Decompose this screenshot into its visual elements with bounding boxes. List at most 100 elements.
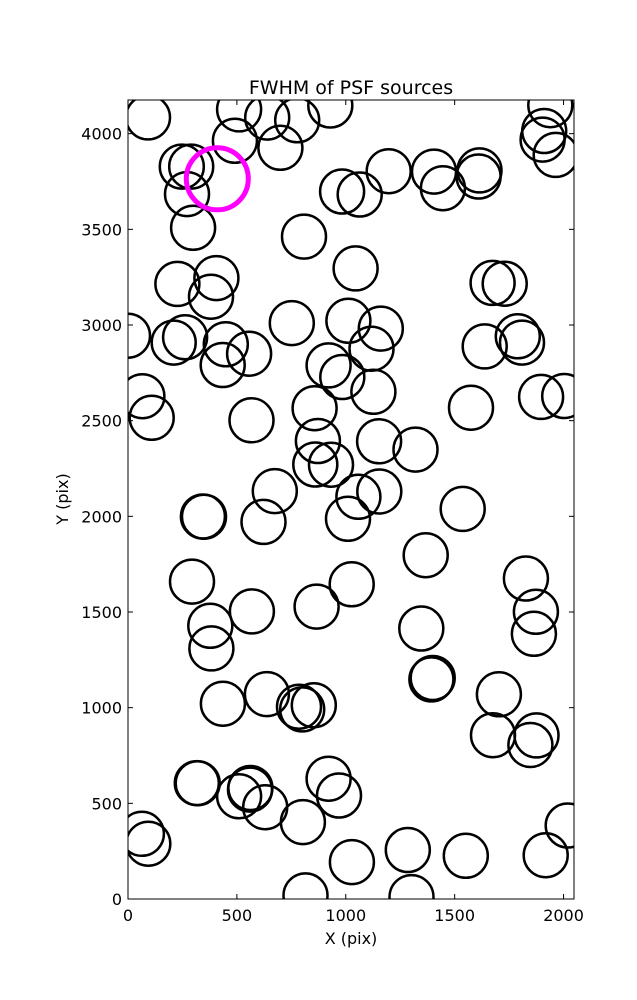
y-tick-label: 2500 bbox=[81, 412, 122, 431]
source-marker bbox=[161, 314, 209, 361]
source-marker bbox=[469, 259, 516, 307]
source-marker bbox=[180, 493, 228, 540]
source-marker bbox=[305, 342, 352, 389]
source-marker bbox=[519, 116, 566, 163]
source-marker bbox=[498, 319, 546, 366]
source-marker bbox=[507, 721, 554, 769]
x-tick-label: 1500 bbox=[434, 906, 475, 925]
source-marker bbox=[128, 810, 166, 858]
tick-layer: 0 500 1000 1500 2000 0 500 1000 1500 2000 2500 3000… bbox=[81, 100, 584, 925]
source-marker bbox=[215, 773, 263, 820]
y-tick-label: 1500 bbox=[81, 603, 122, 622]
source-marker bbox=[318, 168, 366, 215]
source-marker bbox=[226, 766, 274, 813]
source-marker bbox=[365, 147, 412, 195]
source-marker bbox=[174, 759, 221, 807]
y-tick-label: 3000 bbox=[81, 316, 122, 335]
y-tick-label: 500 bbox=[91, 794, 122, 813]
source-marker bbox=[187, 602, 234, 650]
source-marker bbox=[332, 245, 379, 292]
source-marker bbox=[275, 683, 323, 730]
source-marker bbox=[409, 654, 456, 702]
source-marker bbox=[211, 117, 259, 165]
source-marker bbox=[402, 531, 449, 579]
source-marker bbox=[307, 100, 354, 129]
source-marker bbox=[328, 838, 376, 886]
source-marker bbox=[328, 561, 375, 608]
source-marker bbox=[128, 820, 172, 867]
source-marker bbox=[294, 417, 342, 465]
source-marker bbox=[292, 441, 339, 488]
source-marker bbox=[167, 143, 215, 190]
source-marker bbox=[355, 418, 403, 465]
source-marker bbox=[540, 372, 574, 420]
source-marker bbox=[392, 426, 439, 473]
source-marker bbox=[240, 498, 287, 546]
source-marker bbox=[439, 485, 486, 533]
marker-layer bbox=[128, 100, 574, 899]
y-tick-label: 1000 bbox=[81, 699, 122, 718]
source-marker bbox=[447, 384, 495, 431]
source-marker bbox=[282, 872, 329, 899]
source-marker bbox=[268, 299, 316, 347]
source-marker bbox=[168, 558, 216, 605]
x-tick-label: 500 bbox=[222, 906, 253, 925]
source-marker bbox=[128, 100, 172, 141]
source-marker bbox=[257, 124, 304, 172]
source-marker bbox=[279, 798, 327, 846]
source-marker bbox=[513, 712, 560, 759]
source-marker bbox=[510, 610, 558, 658]
source-marker bbox=[315, 772, 363, 819]
source-marker bbox=[408, 656, 455, 703]
source-marker bbox=[522, 831, 569, 879]
source-marker bbox=[384, 826, 432, 874]
source-marker bbox=[128, 312, 152, 359]
plot-frame bbox=[127, 99, 575, 900]
y-tick-label: 4000 bbox=[81, 125, 122, 144]
source-marker bbox=[527, 100, 574, 129]
source-marker bbox=[193, 254, 240, 302]
source-marker bbox=[225, 330, 273, 377]
source-marker bbox=[228, 397, 275, 444]
source-marker bbox=[154, 260, 201, 308]
source-marker bbox=[517, 373, 565, 421]
source-marker bbox=[461, 323, 508, 370]
source-marker bbox=[442, 832, 490, 880]
source-marker bbox=[305, 755, 352, 802]
source-marker bbox=[293, 583, 340, 630]
x-tick-label: 1000 bbox=[325, 906, 366, 925]
source-marker bbox=[350, 368, 397, 416]
source-marker bbox=[199, 680, 247, 727]
source-marker bbox=[251, 467, 299, 515]
source-marker bbox=[215, 100, 263, 133]
source-marker bbox=[356, 468, 403, 515]
source-marker bbox=[150, 319, 197, 366]
y-tick-label: 2000 bbox=[81, 507, 122, 526]
source-marker bbox=[273, 100, 321, 144]
source-marker bbox=[325, 297, 372, 345]
source-marker bbox=[187, 273, 235, 320]
source-marker bbox=[544, 802, 574, 849]
source-marker bbox=[228, 588, 276, 635]
source-marker bbox=[502, 555, 550, 602]
source-marker bbox=[455, 153, 502, 200]
source-marker bbox=[388, 873, 435, 899]
source-marker bbox=[128, 394, 175, 442]
source-marker bbox=[169, 204, 217, 252]
source-marker bbox=[475, 671, 523, 718]
source-marker bbox=[202, 321, 250, 368]
source-marker bbox=[324, 495, 372, 543]
source-marker bbox=[158, 143, 206, 190]
y-axis-title: Y (pix) bbox=[53, 473, 72, 525]
source-marker bbox=[280, 213, 328, 260]
source-marker bbox=[481, 260, 528, 307]
x-axis-title: X (pix) bbox=[325, 929, 378, 948]
source-marker bbox=[319, 353, 366, 401]
source-marker bbox=[532, 131, 574, 179]
source-marker bbox=[199, 341, 246, 389]
source-marker bbox=[494, 313, 542, 360]
y-tick-label: 3500 bbox=[81, 220, 122, 239]
x-tick-label: 0 bbox=[123, 906, 133, 925]
